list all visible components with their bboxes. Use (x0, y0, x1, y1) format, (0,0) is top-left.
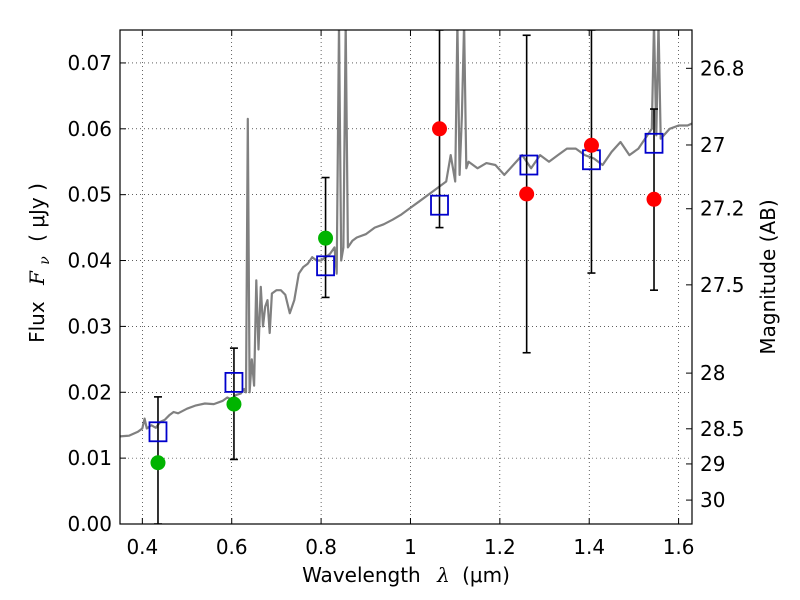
model-photometry-square-6 (644, 132, 664, 154)
x-tick-label-6: 1.6 (663, 535, 695, 559)
model-photometry-square-3 (430, 194, 449, 216)
x-tick-label-0: 0.4 (126, 535, 158, 559)
x-axis-label-prefix: Wavelength (302, 563, 421, 587)
y-tick-label-0: 0.00 (67, 512, 112, 536)
x-axis-label: Wavelength λ (μm) (302, 563, 510, 587)
y-tick-labels: 0.00 0.01 0.02 0.03 0.04 0.05 0.06 0.07 (67, 51, 112, 536)
y2-tick-label-0: 26.8 (700, 56, 745, 80)
observed-photometry-series (150, 121, 662, 471)
y-tick-label-6: 0.06 (67, 117, 112, 141)
detection-point-0 (150, 455, 166, 471)
detection-point-2 (318, 230, 334, 246)
y-tick-label-3: 0.03 (67, 314, 112, 338)
x-tick-label-2: 0.8 (305, 535, 337, 559)
nondetection-point-2 (583, 137, 599, 153)
model-photometry-square-2 (316, 255, 335, 277)
x-tick-labels: 0.4 0.6 0.8 1 1.2 1.4 1.6 (126, 535, 694, 559)
detection-point-1 (226, 396, 242, 412)
model-sed-line (120, 30, 692, 438)
x-tick-label-1: 0.6 (216, 535, 248, 559)
plot-area (120, 30, 692, 524)
x-axis-label-units: (μm) (462, 563, 510, 587)
nondetection-point-0 (432, 121, 448, 137)
y-tick-label-2: 0.02 (67, 380, 112, 404)
x-tick-label-3: 1 (404, 535, 417, 559)
plot-frame (119, 29, 693, 525)
nondetection-point-3 (646, 191, 662, 207)
y-tick-label-1: 0.01 (67, 446, 112, 470)
y2-axis-label: Magnitude (AB) (756, 199, 780, 354)
y-tick-label-7: 0.07 (67, 51, 112, 75)
y-axis-label-prefix: Flux (25, 301, 49, 343)
x-tick-label-4: 1.2 (484, 535, 516, 559)
model-photometry-square-0 (148, 421, 168, 443)
x-axis-label-var: λ (436, 563, 450, 587)
y-axis-label: Flux F ν ( μJy ) (25, 183, 54, 343)
y2-tick-label-3: 27.5 (700, 273, 745, 297)
nondetection-point-1 (519, 186, 535, 202)
model-sed-series (120, 30, 692, 438)
y-tick-label-5: 0.05 (67, 183, 112, 207)
model-photometry-square-1 (224, 371, 244, 393)
x-tick-label-5: 1.4 (573, 535, 605, 559)
y-axis-label-var: F (25, 270, 49, 286)
model-photometry-series (148, 132, 664, 443)
y-axis-label-sub: ν (37, 256, 53, 265)
y2-tick-label-5: 28.5 (700, 417, 745, 441)
y-tick-label-4: 0.04 (67, 249, 112, 273)
y2-tick-label-1: 27 (700, 133, 725, 157)
y2-tick-labels: 26.8 27 27.2 27.5 28 28.5 29 30 (700, 56, 745, 512)
y2-tick-label-7: 30 (700, 488, 725, 512)
model-photometry-square-4 (519, 154, 539, 176)
axis-ticks (120, 30, 692, 525)
y2-tick-label-2: 27.2 (700, 197, 745, 221)
y2-tick-label-4: 28 (700, 361, 725, 385)
y2-tick-label-6: 29 (700, 452, 725, 476)
y-axis-label-units: ( μJy ) (25, 183, 49, 242)
